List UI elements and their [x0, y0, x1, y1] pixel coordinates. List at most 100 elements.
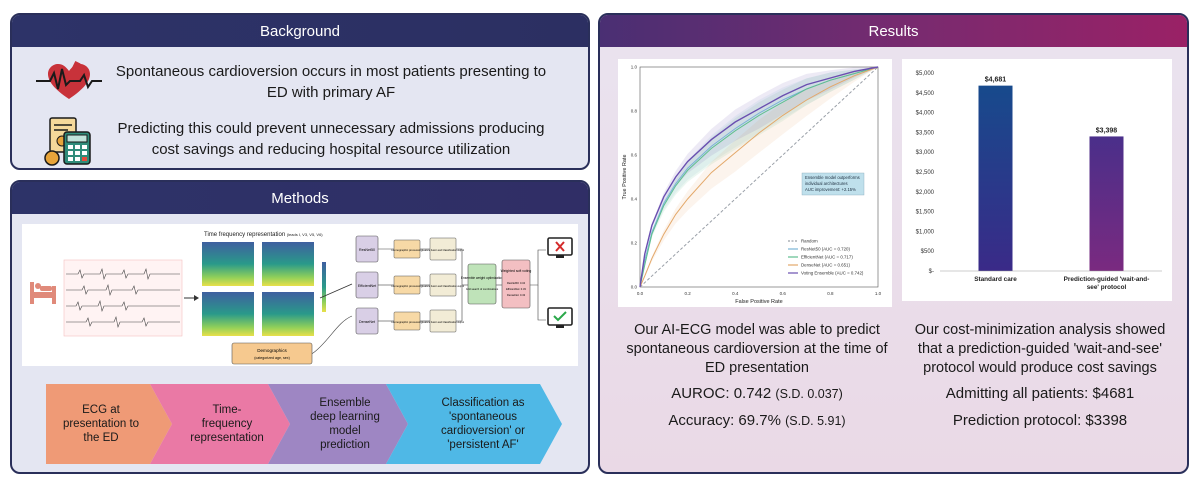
step-shape-4 [386, 384, 562, 464]
roc-series-line [639, 66, 879, 288]
roc-annotation-text: Ensemble model outperforms [805, 175, 860, 180]
prediction-protocol-line: Prediction protocol: $3398 [952, 412, 1128, 429]
step-shape-2 [150, 384, 290, 464]
background-header: Background [12, 15, 588, 47]
roc-chart: 0.0 0.0 0.2 0.2 0.4 0.4 0.6 0.6 0.8 0.8 1.0 1.0 Fals… [618, 59, 892, 307]
svg-text:DenseNet: 0.43: DenseNet: 0.43 [507, 293, 526, 297]
bar-y-tick: $- [929, 269, 934, 275]
cost-bar-label: $3,398 [1096, 127, 1118, 134]
roc-y-tick: 1.0 [631, 65, 638, 70]
cost-bar-chart: $- $500 $1,000 $1,500 $2,000 $2,500 $3,000 $3,5… [902, 59, 1172, 301]
ecg-strip [63, 259, 183, 337]
roc-series-line [639, 66, 879, 288]
roc-x-tick: 0.4 [732, 291, 739, 296]
svg-text:Ensemble weight optimization: Ensemble weight optimization [461, 276, 503, 280]
spectrogram-grid [202, 242, 326, 336]
svg-text:Grid search of combinations: Grid search of combinations [466, 287, 499, 291]
roc-band [640, 67, 878, 287]
cost-bar [1089, 136, 1124, 271]
results-panel: Results 0.0 0.0 0.2 0.2 0.4 0.4 0.6 0.6 0.8 0.8 1.… [598, 13, 1189, 474]
roc-legend-label: ResNet50 (AUC = 0.720) [801, 247, 850, 252]
bar-y-tick: $2,000 [916, 190, 935, 196]
roc-y-tick: 0.2 [631, 241, 638, 246]
roc-legend-label: DenseNet (AUC = 0.651) [801, 263, 850, 268]
svg-text:Feature fusion and Classificat: Feature fusion and Classification output [422, 249, 464, 252]
roc-series-line [639, 66, 879, 288]
step-ensemble: Ensemble deep learning model prediction [310, 397, 380, 451]
bar-y-tick: $1,500 [916, 210, 935, 216]
roc-band [640, 67, 878, 287]
cost-summary-text: Our cost-minimization analysis showed th… [914, 322, 1166, 376]
svg-text:Demographic processing: Demographic processing [392, 248, 423, 252]
accuracy-value: Accuracy: 69.7% [668, 412, 781, 429]
monitor-check-icon [547, 307, 573, 328]
demographic-boxes: Demographic processing Demographic proce… [392, 239, 423, 331]
bar-y-tick: $2,500 [916, 170, 935, 176]
monitor-x-icon [547, 237, 573, 258]
model-label-efficientnet: EfficientNet [358, 284, 376, 288]
roc-series-line [639, 66, 879, 288]
roc-annotation-text: AUC improvement: +2.15% [805, 187, 856, 192]
roc-x-tick: 0.2 [684, 291, 691, 296]
step-classification: Classification as 'spontaneous cardiover… [440, 397, 525, 451]
model-boxes: ResNet50 EfficientNet DenseNet [355, 235, 379, 335]
roc-x-tick: 0.8 [827, 291, 834, 296]
step-ecg: ECG at presentation to the ED [62, 404, 140, 444]
step-shape-3 [268, 384, 408, 464]
roc-x-tick: 1.0 [875, 291, 882, 296]
ensemble-box: Ensemble weight optimization Grid search… [461, 263, 503, 305]
bar-category-label: Prediction-guided 'wait-and-see' protoco… [1064, 276, 1150, 291]
methods-panel: Methods Time frequency [10, 180, 590, 474]
svg-text:(categorized age, sex): (categorized age, sex) [254, 356, 290, 360]
methods-figure: Time frequency representation (leads I, … [22, 224, 578, 366]
accuracy-sd: (S.D. 5.91) [785, 414, 846, 428]
auroc-sd: (S.D. 0.037) [775, 387, 843, 401]
roc-y-label: True Positive Rate [622, 154, 628, 199]
weighted-voting-box: Weighted soft voting ResNet50: 0.34 Effi… [501, 259, 532, 309]
svg-text:Feature fusion and Classificat: Feature fusion and Classification output [422, 285, 464, 288]
svg-text:Demographics: Demographics [257, 348, 287, 353]
svg-text:Demographic processing: Demographic processing [392, 284, 423, 288]
demographics-box: Demographics (categorized age, sex) [231, 342, 313, 365]
roc-y-tick: 0.4 [631, 197, 638, 202]
bar-y-tick: $4,500 [916, 91, 935, 97]
background-point-2: Predicting this could prevent unnecessar… [12, 113, 588, 166]
background-text-1: Spontaneous cardioversion occurs in most… [115, 63, 547, 101]
cost-bar [978, 85, 1013, 271]
methods-header: Methods [12, 182, 588, 214]
svg-text:Weighted soft voting: Weighted soft voting [501, 269, 532, 273]
svg-text:ResNet50: 0.34: ResNet50: 0.34 [507, 281, 526, 285]
results-header: Results [600, 15, 1187, 47]
roc-x-tick: 0.0 [637, 291, 644, 296]
step-tfr: Time-frequency representation [190, 404, 264, 444]
bar-y-tick: $5,000 [916, 71, 935, 77]
roc-annotation-text: individual architectures [805, 181, 848, 186]
roc-summary-text: Our AI-ECG model was able to predict spo… [626, 322, 888, 376]
model-label-resnet: ResNet50 [359, 248, 375, 252]
roc-x-label: False Positive Rate [735, 299, 782, 305]
roc-x-tick: 0.6 [780, 291, 787, 296]
background-point-1: Spontaneous cardioversion occurs in most… [12, 57, 588, 107]
roc-legend-label: Random [801, 239, 818, 244]
auroc-line: AUROC: 0.742 (S.D. 0.037) [622, 385, 892, 402]
step-shape-1 [46, 384, 172, 464]
svg-text:EfficientNet: 0.33: EfficientNet: 0.33 [506, 287, 526, 291]
roc-legend-label: Voting Ensemble (AUC = 0.742) [801, 271, 864, 276]
bar-y-tick: $500 [921, 249, 935, 255]
svg-text:Demographic processing: Demographic processing [392, 320, 423, 324]
svg-text:Feature fusion and Classificat: Feature fusion and Classification output [422, 321, 464, 324]
bar-y-tick: $3,500 [916, 130, 935, 136]
bar-y-tick: $3,000 [916, 150, 935, 156]
roc-legend-label: EfficientNet (AUC = 0.717) [801, 255, 853, 260]
roc-y-tick: 0.8 [631, 109, 638, 114]
roc-band [640, 67, 878, 287]
methods-steps: ECG at presentation to the ED Time-frequ… [46, 384, 562, 464]
admit-all-line: Admitting all patients: $4681 [945, 385, 1135, 402]
auroc-value: AUROC: 0.742 [671, 385, 772, 402]
accuracy-line: Accuracy: 69.7% (S.D. 5.91) [622, 412, 892, 429]
roc-annotation-box [801, 172, 865, 196]
bar-category-label: Standard care [974, 276, 1017, 283]
invoice-calculator-icon [34, 116, 104, 166]
bar-y-tick: $1,000 [916, 229, 935, 235]
background-panel: Background Spontaneous cardioversion occ… [10, 13, 590, 170]
